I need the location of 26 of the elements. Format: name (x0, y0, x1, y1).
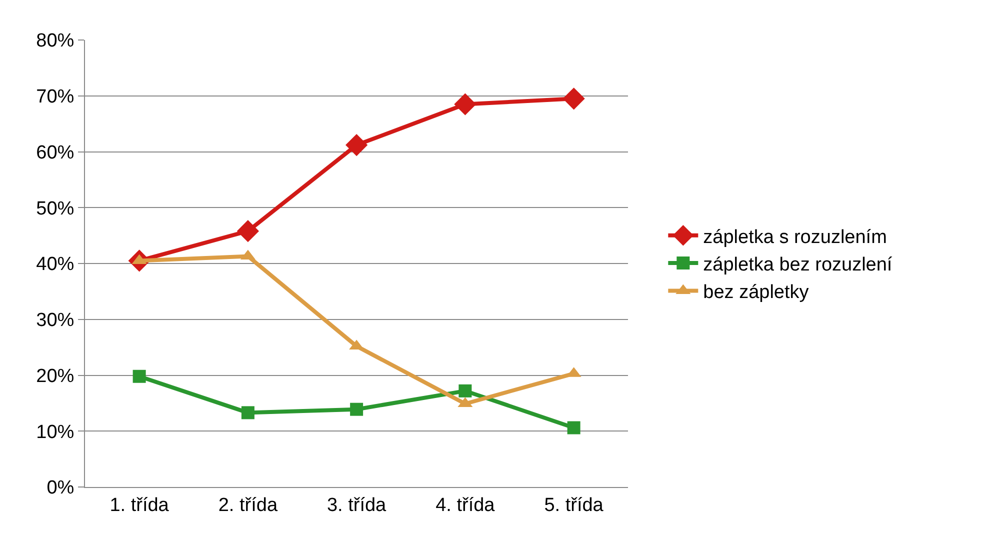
point (132, 370, 146, 383)
point (454, 93, 476, 116)
y-tick-label: 80% (36, 30, 74, 52)
point (567, 421, 580, 434)
x-tick-label: 1. třída (110, 494, 170, 516)
x-tick-label: 4. třída (436, 494, 496, 516)
y-tick-label: 20% (36, 366, 74, 387)
y-tick-label: 30% (36, 310, 74, 332)
x-tick-label: 3. třída (326, 494, 387, 516)
legend-label: bez zápletky (703, 282, 810, 304)
point (458, 384, 472, 398)
y-tick-label: 40% (36, 254, 74, 276)
y-tick-label: 0% (46, 478, 74, 499)
point (350, 402, 364, 416)
point (241, 406, 254, 420)
x-tick-label: 5. třída (544, 494, 604, 516)
legend-label: zápletka bez rozuzlení (703, 254, 893, 276)
y-tick-label: 50% (36, 198, 74, 220)
point (562, 88, 585, 110)
point (236, 220, 259, 242)
point (346, 134, 368, 156)
y-tick-label: 60% (36, 142, 74, 164)
x-tick-label: 2. třída (218, 494, 278, 516)
legend-label: zápletka s rozuzlením (703, 226, 887, 248)
y-tick-label: 70% (36, 86, 74, 108)
y-tick-label: 10% (36, 422, 74, 443)
